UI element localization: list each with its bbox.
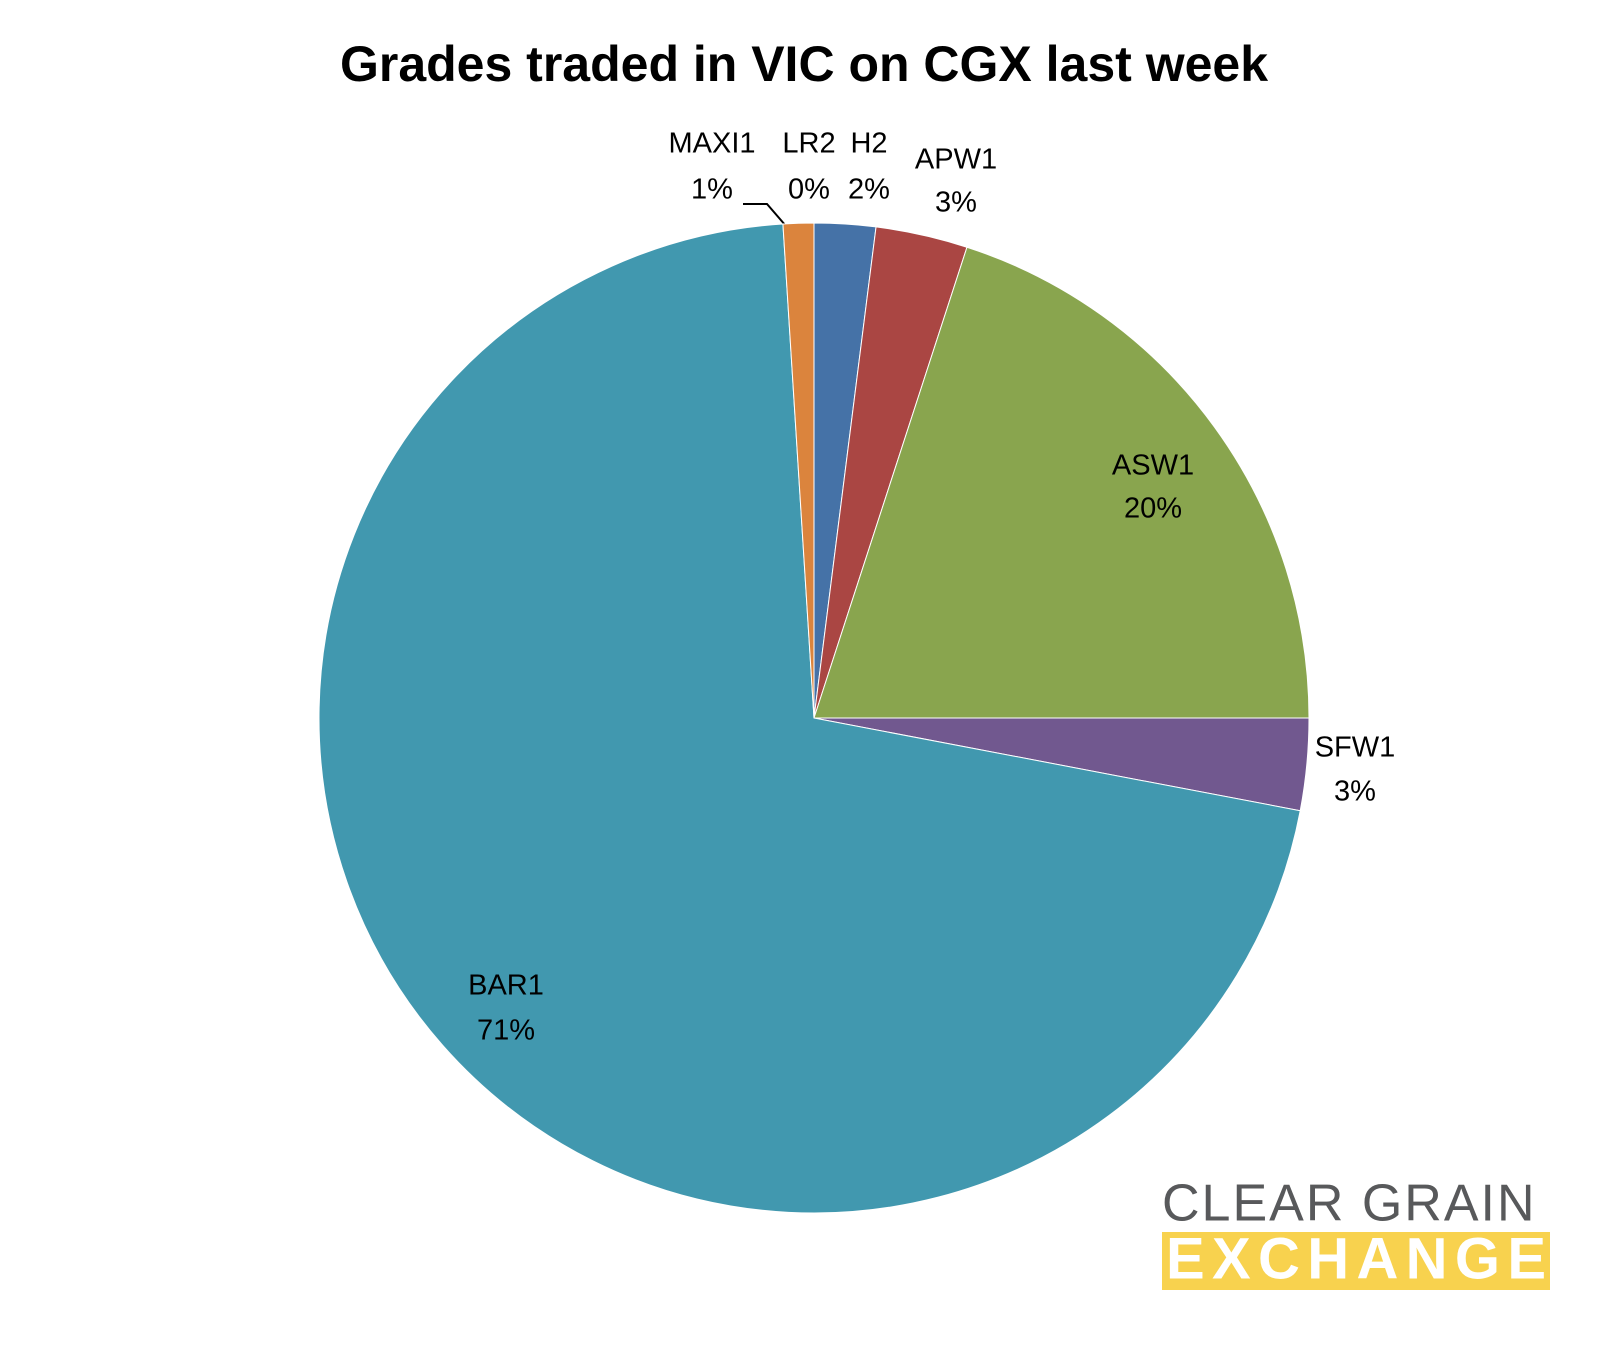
slice-value: 71% (477, 1015, 535, 1047)
logo-line2: EXCHANGE (1166, 1226, 1546, 1291)
slice-value: 3% (1334, 776, 1376, 808)
slice-value: 0% (788, 174, 830, 206)
logo-line1: CLEAR GRAIN (1162, 1175, 1537, 1233)
leader-line (743, 203, 787, 227)
logo: CLEAR GRAIN EXCHANGE (1162, 1175, 1550, 1291)
slice-name: LR2 (782, 128, 835, 160)
slice-name: MAXI1 (668, 128, 755, 160)
slice-name: APW1 (915, 144, 997, 176)
slice-name: ASW1 (1112, 450, 1194, 482)
slice-name: BAR1 (468, 970, 544, 1002)
slice-value: 2% (848, 174, 890, 206)
pie (318, 222, 1310, 1214)
pie-slice (318, 223, 1301, 1214)
logo-band (1162, 1232, 1550, 1290)
slice-name: SFW1 (1315, 732, 1396, 764)
slice-name: H2 (850, 128, 887, 160)
slice-value: 1% (691, 174, 733, 206)
slice-value: 3% (935, 187, 977, 219)
pie-slice (782, 222, 815, 719)
pie-slice (813, 246, 1310, 719)
chart-title: Grades traded in VIC on CGX last week (340, 36, 1268, 92)
slice-value: 20% (1124, 493, 1182, 525)
